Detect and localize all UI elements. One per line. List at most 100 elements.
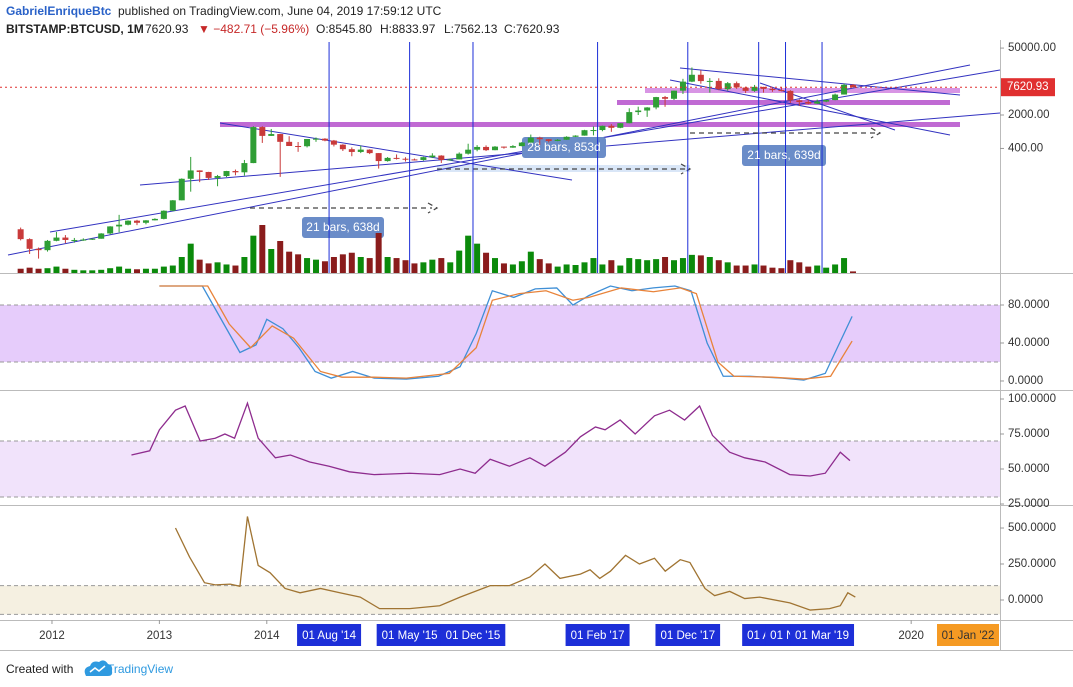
candle-body	[706, 80, 713, 82]
volume-bar	[483, 252, 490, 273]
x-tick-label: 2020	[898, 630, 924, 642]
volume-bar	[724, 262, 731, 273]
volume-bar	[554, 266, 561, 273]
date-label: 01 A	[747, 630, 770, 642]
candle-body	[644, 107, 651, 111]
candle-body	[160, 210, 167, 219]
candle-body	[241, 163, 248, 173]
candle-body	[232, 171, 239, 173]
candle-body	[688, 74, 695, 82]
candle-body	[814, 101, 821, 104]
candle-body	[483, 146, 490, 151]
candle-body	[715, 80, 722, 90]
volume-bar	[196, 259, 203, 273]
volume-bar	[644, 260, 651, 273]
volume-bar	[832, 264, 839, 273]
candle-body	[617, 123, 624, 128]
candle-body	[98, 233, 105, 239]
y-tick-label: 25.0000	[1008, 498, 1050, 510]
candle-body	[671, 90, 678, 99]
date-box	[376, 624, 443, 646]
author[interactable]: GabrielEnriqueBtc	[6, 4, 112, 18]
candle-body	[760, 86, 767, 89]
candle-body	[116, 224, 123, 227]
candle-body	[205, 171, 212, 178]
candle-body	[465, 149, 472, 154]
volume-bar	[599, 264, 606, 273]
volume-bar	[232, 265, 239, 273]
volume-bar	[662, 257, 669, 273]
y-tick-label: 100.0000	[1008, 393, 1056, 405]
volume-bar	[304, 258, 311, 273]
measure-label: 21 bars, 639d	[747, 148, 820, 162]
volume-bar	[187, 243, 194, 273]
volume-bar	[160, 266, 167, 273]
candle-body	[151, 218, 158, 221]
volume-bar	[429, 259, 436, 273]
y-tick-label: 50000.00	[1008, 42, 1056, 54]
candle-body	[196, 170, 203, 172]
price: 7620.93	[145, 22, 189, 36]
volume-bar	[420, 262, 427, 273]
volume-bar	[653, 259, 660, 273]
volume-bar	[500, 263, 507, 273]
drawings	[0, 42, 1001, 615]
candle-body	[679, 81, 686, 91]
candle-body	[500, 146, 507, 148]
volume-bar	[295, 254, 302, 273]
volume-bar	[71, 269, 78, 273]
footer-text: Created with	[6, 662, 73, 676]
footer-brand: TradingView	[107, 662, 173, 676]
band	[0, 441, 1000, 498]
candle-body	[724, 83, 731, 90]
date-box	[440, 624, 506, 646]
candle-body	[348, 149, 355, 152]
candle-body	[134, 220, 141, 223]
candle-body	[53, 237, 60, 241]
candle-body	[456, 153, 463, 160]
measure-label: 28 bars, 853d	[527, 140, 600, 154]
candle-body	[742, 87, 749, 91]
date-label: 01 Jan '22	[942, 630, 995, 642]
candle-body	[250, 127, 257, 164]
volume-bar	[286, 251, 293, 273]
volume-bar	[53, 266, 60, 273]
volume-bar	[465, 235, 472, 273]
volume-bar	[169, 265, 176, 273]
candle-body	[330, 140, 337, 145]
candle-body	[474, 146, 481, 150]
tradingview-logo	[84, 660, 113, 676]
candle-body	[384, 157, 391, 162]
indicator-line	[159, 285, 853, 380]
date-box	[790, 624, 855, 646]
y-tick-label: 400.00	[1008, 142, 1043, 154]
volume-bar	[456, 250, 463, 273]
volume-bar	[760, 265, 767, 273]
volume-bar	[509, 264, 516, 273]
volume-bar	[107, 268, 114, 273]
date-box	[655, 624, 721, 646]
volume-bar	[330, 257, 337, 273]
volume-bar	[98, 269, 105, 273]
volume-bar	[679, 258, 686, 273]
candle-body	[35, 248, 42, 251]
candle-body	[17, 229, 24, 240]
candle-body	[259, 127, 266, 136]
candle-body	[662, 97, 669, 99]
candle-body	[107, 226, 114, 234]
candle-body	[44, 240, 51, 251]
volume-bar	[536, 259, 543, 273]
candle-body	[850, 84, 857, 88]
volume-bar	[545, 263, 552, 273]
last-price-box	[1001, 78, 1055, 97]
volume-bar	[733, 265, 740, 273]
candle-body	[277, 134, 284, 142]
volume-bar	[697, 255, 704, 273]
volume-bar	[142, 268, 149, 273]
date-box	[297, 624, 362, 646]
candle-body	[518, 142, 525, 147]
volume-bar	[241, 257, 248, 273]
y-tick-label: 0.0000	[1008, 594, 1043, 606]
volume-bar	[375, 233, 382, 273]
volume-bar	[751, 264, 758, 273]
